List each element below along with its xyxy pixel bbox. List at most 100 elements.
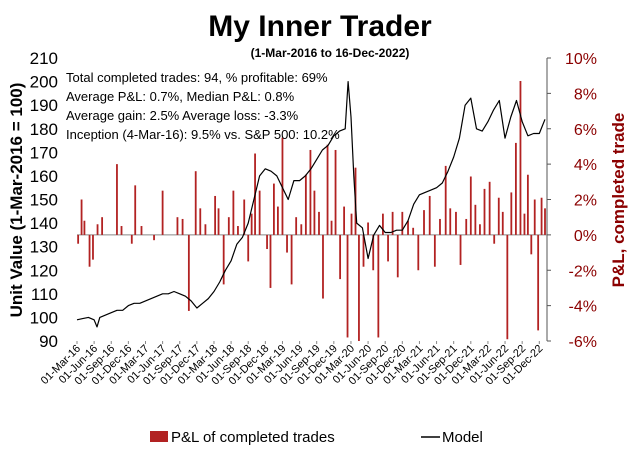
pnl-bar xyxy=(120,226,123,235)
left-tick-label: 110 xyxy=(31,285,58,304)
pnl-bar xyxy=(232,190,235,235)
pnl-bar xyxy=(199,208,202,235)
pnl-bar xyxy=(362,234,365,267)
right-axis-label: P&L, completed trade xyxy=(609,113,628,288)
pnl-bar xyxy=(247,234,250,262)
pnl-bar xyxy=(140,226,143,235)
pnl-bar xyxy=(449,208,452,235)
pnl-bar xyxy=(497,197,500,235)
pnl-bar xyxy=(372,234,375,271)
pnl-bar xyxy=(459,234,462,265)
right-tick-label: -6% xyxy=(569,334,597,351)
pnl-bar xyxy=(96,224,99,235)
pnl-bar xyxy=(358,234,360,341)
left-tick-label: 130 xyxy=(30,238,58,257)
pnl-bar xyxy=(417,234,420,271)
pnl-bar xyxy=(412,227,415,235)
pnl-bar xyxy=(343,206,346,235)
left-tick-label: 210 xyxy=(30,49,58,68)
stats-annotation: Total completed trades: 94, % profitable… xyxy=(66,70,340,142)
pnl-bar xyxy=(130,234,133,244)
chart-subtitle: (1-Mar-2016 to 16-Dec-2022) xyxy=(251,46,410,60)
annotation-line-3: Average gain: 2.5% Average loss: -3.3% xyxy=(66,108,299,123)
left-tick-label: 150 xyxy=(30,191,58,210)
left-tick-label: 190 xyxy=(30,96,58,115)
pnl-bar xyxy=(80,199,83,235)
pnl-bar xyxy=(222,234,225,285)
left-tick-label: 100 xyxy=(30,308,58,327)
pnl-bar xyxy=(330,220,333,235)
pnl-bar xyxy=(217,208,220,235)
pnl-bar xyxy=(526,174,529,235)
pnl-bar xyxy=(88,234,91,267)
pnl-bar xyxy=(176,217,179,235)
pnl-bar xyxy=(318,211,320,235)
pnl-bar xyxy=(488,181,491,235)
left-tick-label: 140 xyxy=(30,214,58,233)
left-tick-label: 90 xyxy=(39,332,58,351)
legend-bar-swatch xyxy=(150,431,168,442)
pnl-bar xyxy=(290,234,293,285)
pnl-bar xyxy=(77,234,80,244)
pnl-bar xyxy=(350,213,353,235)
pnl-bar xyxy=(250,213,253,235)
pnl-bar xyxy=(433,234,436,267)
pnl-bar xyxy=(194,171,197,235)
pnl-bar xyxy=(465,218,468,235)
pnl-bar xyxy=(295,217,298,235)
pnl-bar xyxy=(423,210,425,235)
pnl-bar xyxy=(346,234,349,338)
left-axis-label: Unit Value (1-Mar-2016 = 100) xyxy=(7,83,26,318)
pnl-bar xyxy=(501,211,504,235)
pnl-bar xyxy=(286,234,288,253)
pnl-bar xyxy=(493,234,496,244)
pnl-bar xyxy=(101,217,104,235)
left-tick-label: 200 xyxy=(30,73,58,92)
pnl-bar xyxy=(153,234,155,241)
pnl-bar xyxy=(266,234,268,250)
pnl-bar xyxy=(334,149,337,235)
chart-title: My Inner Trader xyxy=(208,10,432,43)
right-tick-label: 4% xyxy=(574,157,597,174)
pnl-bar xyxy=(326,144,329,235)
pnl-bar xyxy=(537,234,540,331)
left-tick-label: 170 xyxy=(30,143,58,162)
legend: P&L of completed trades Model xyxy=(150,429,483,446)
pnl-bar xyxy=(339,234,342,280)
left-tick-label: 120 xyxy=(30,261,58,280)
pnl-bar xyxy=(243,199,246,235)
pnl-bar xyxy=(506,234,509,340)
pnl-bar xyxy=(269,234,272,288)
right-tick-label: 0% xyxy=(574,228,597,245)
pnl-bar xyxy=(540,197,543,235)
pnl-bar xyxy=(407,220,409,235)
pnl-bar xyxy=(428,195,431,235)
pnl-bar xyxy=(187,234,190,311)
pnl-bar xyxy=(396,234,399,278)
pnl-bar xyxy=(469,176,472,235)
left-tick-label: 180 xyxy=(30,120,58,139)
annotation-line-2: Average P&L: 0.7%, Median P&L: 0.8% xyxy=(66,89,295,104)
pnl-bar xyxy=(309,149,312,235)
pnl-bar xyxy=(387,234,389,262)
pnl-bar xyxy=(544,208,546,235)
pnl-bar xyxy=(134,185,137,235)
pnl-bar xyxy=(483,188,486,235)
pnl-bar xyxy=(214,195,217,235)
pnl-bar xyxy=(533,199,536,235)
pnl-bar xyxy=(519,80,522,235)
pnl-bar xyxy=(281,137,284,235)
pnl-bar xyxy=(391,211,394,235)
left-axis: 90 100 110 120 130 140 150 160 170 180 190 200 210 xyxy=(30,49,58,351)
pnl-bar xyxy=(92,234,94,260)
model-line xyxy=(76,81,546,328)
right-axis: -6% -4% -2% 0% 2% 4% 6% 8% 10% xyxy=(546,51,597,351)
left-tick-label: 160 xyxy=(30,167,58,186)
right-tick-label: -2% xyxy=(569,263,597,280)
pnl-bar xyxy=(116,164,118,235)
pnl-bar xyxy=(227,217,230,235)
pnl-bar xyxy=(300,224,303,235)
pnl-bar xyxy=(510,192,513,235)
pnl-bar xyxy=(479,224,481,235)
